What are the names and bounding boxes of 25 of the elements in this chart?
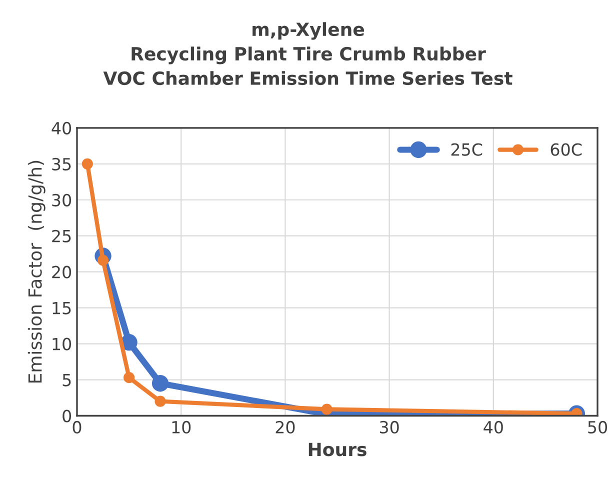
- y-tick-label: 15: [52, 302, 71, 314]
- x-axis-title: Hours: [308, 442, 366, 456]
- legend-label: 25C: [451, 143, 482, 156]
- point: [82, 158, 93, 170]
- point: [321, 404, 332, 415]
- x-tick-label: 0: [72, 420, 82, 434]
- x-tick-label: 20: [276, 420, 295, 434]
- y-axis-title: Emission Factor (ng/g/h): [28, 160, 46, 382]
- x-tick-label: 40: [484, 420, 503, 434]
- chart-title: m,p-Xylene Recycling Plant Tire Crumb Rubber VOC Chamber Emission Time Series Test: [103, 22, 512, 86]
- x-tick-label: 30: [380, 420, 399, 434]
- y-tick-label: 30: [52, 194, 72, 206]
- y-tick-label: 0: [62, 410, 72, 422]
- y-tick-label: 35: [52, 158, 71, 170]
- x-tick-label: 10: [172, 420, 191, 434]
- point: [123, 372, 135, 384]
- point: [152, 375, 169, 392]
- x-tick-label: 50: [588, 420, 608, 434]
- y-tick-label: 10: [52, 338, 72, 350]
- y-tick-label: 5: [62, 374, 71, 386]
- point: [154, 396, 166, 407]
- y-tick-label: 25: [52, 230, 71, 242]
- y-tick-label: 20: [52, 266, 72, 278]
- legend-label: 60C: [550, 143, 582, 156]
- y-tick-label: 40: [52, 122, 72, 134]
